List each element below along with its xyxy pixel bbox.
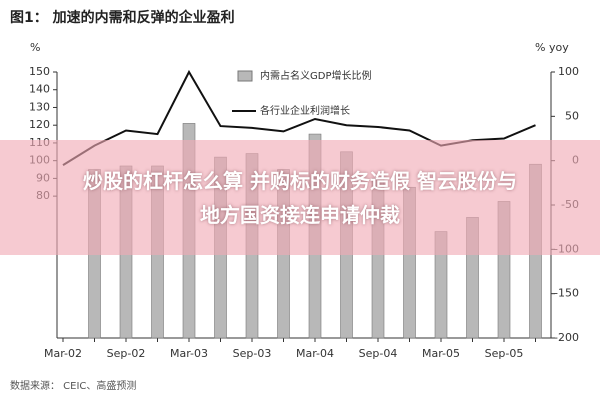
y2-tick-label: 100 — [558, 65, 579, 78]
y-tick-label: 130 — [29, 100, 50, 113]
x-tick-label: Mar-05 — [422, 347, 460, 360]
chart-title: 图1： 加速的内需和反弹的企业盈利 — [10, 9, 235, 26]
legend-label: 各行业企业利润增长 — [260, 104, 350, 117]
y2-tick-label: 50 — [565, 109, 579, 122]
x-tick-label: Sep-03 — [233, 347, 272, 360]
y-tick-label: 120 — [29, 118, 50, 131]
y-tick-label: 140 — [29, 83, 50, 96]
y2-axis-label: % yoy — [535, 41, 569, 54]
y2-tick-label: -200 — [554, 331, 579, 344]
y-axis-label: % — [30, 41, 40, 54]
overlay-banner: 炒股的杠杆怎么算 并购标的财务造假 智云股份与 地方国资接连申请仲裁 — [0, 140, 600, 255]
overlay-text: 炒股的杠杆怎么算 并购标的财务造假 智云股份与 — [83, 168, 517, 193]
x-tick-label: Sep-04 — [359, 347, 398, 360]
y2-tick-label: -150 — [554, 287, 579, 300]
x-tick-label: Mar-02 — [44, 347, 82, 360]
x-tick-label: Sep-05 — [485, 347, 524, 360]
overlay-text: 地方国资接连申请仲裁 — [200, 202, 400, 227]
legend-swatch — [237, 70, 253, 82]
x-tick-label: Sep-02 — [107, 347, 146, 360]
y-tick-label: 150 — [29, 65, 50, 78]
x-tick-label: Mar-04 — [296, 347, 334, 360]
x-tick-label: Mar-03 — [170, 347, 208, 360]
source: 数据来源： CEIC、高盛预测 — [10, 379, 136, 392]
legend-label: 内需占名义GDP增长比例 — [260, 69, 371, 82]
